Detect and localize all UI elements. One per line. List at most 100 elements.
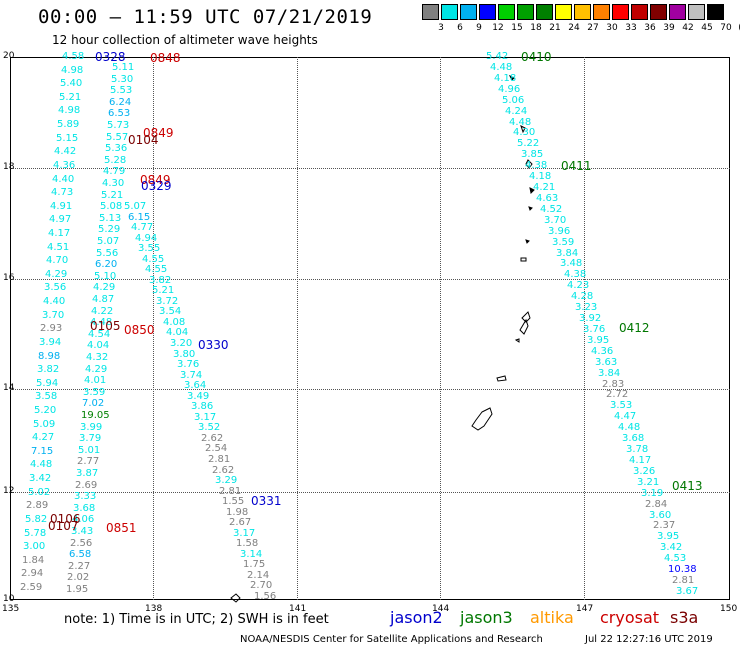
wave-height-value: 5.15 — [56, 133, 79, 144]
grid-parallel — [10, 389, 730, 390]
wave-height-value: 6.53 — [108, 108, 131, 119]
pass-time-label: 0849 — [140, 173, 171, 187]
color-scale-label: (ft) — [735, 23, 740, 33]
wave-height-value: 2.89 — [26, 500, 49, 511]
color-scale-label: 45 — [701, 23, 713, 33]
wave-height-value: 5.01 — [78, 445, 101, 456]
wave-height-value: 5.13 — [99, 213, 122, 224]
wave-height-value: 1.55 — [222, 496, 245, 507]
wave-height-value: 4.30 — [513, 127, 536, 138]
wave-height-value: 3.76 — [177, 359, 200, 370]
wave-height-value: 4.27 — [32, 432, 55, 443]
color-scale-label: 36 — [644, 23, 656, 33]
latitude-tick-label: 18 — [3, 162, 15, 172]
wave-height-value: 3.82 — [37, 364, 60, 375]
wave-height-value: 4.52 — [540, 204, 563, 215]
wave-height-value: 5.36 — [105, 143, 128, 154]
wave-height-value: 3.94 — [39, 337, 62, 348]
wave-height-value: 5.09 — [33, 419, 56, 430]
wave-height-value: 2.83 — [602, 379, 625, 390]
wave-height-value: 4.48 — [509, 117, 532, 128]
wave-height-value: 4.36 — [53, 160, 76, 171]
wave-height-value: 4.55 — [142, 254, 165, 265]
wave-height-value: 5.89 — [57, 119, 80, 130]
wave-height-value: 2.81 — [219, 486, 242, 497]
wave-height-value: 4.98 — [58, 105, 81, 116]
latitude-tick-label: 10 — [3, 594, 15, 604]
wave-height-value: 3.78 — [626, 444, 649, 455]
wave-height-value: 5.78 — [24, 528, 47, 539]
wave-height-value: 4.48 — [90, 317, 113, 328]
wave-height-value: 4.08 — [163, 317, 186, 328]
wave-height-value: 3.56 — [44, 282, 67, 293]
color-scale-label: 6 — [457, 23, 463, 33]
wave-height-value: 4.47 — [614, 411, 637, 422]
grid-parallel — [10, 168, 730, 169]
color-swatch — [555, 4, 572, 20]
wave-height-value: 3.29 — [215, 475, 238, 486]
color-swatch — [650, 4, 667, 20]
wave-height-value: 1.84 — [22, 555, 45, 566]
wave-height-value: 3.92 — [579, 313, 602, 324]
footer-note: note: 1) Time is in UTC; 2) SWH is in fe… — [64, 612, 329, 627]
longitude-tick-label: 135 — [2, 604, 20, 614]
legend-cryosat: cryosat — [600, 608, 660, 627]
wave-height-value: 5.21 — [152, 285, 175, 296]
color-scale-label: 30 — [606, 23, 618, 33]
longitude-tick-label: 138 — [145, 604, 163, 614]
wave-height-value: 4.04 — [87, 340, 110, 351]
color-scale-label: 21 — [549, 23, 561, 33]
grid-parallel — [10, 492, 730, 493]
wave-height-value: 3.67 — [676, 586, 699, 597]
wave-height-value: 2.27 — [68, 561, 91, 572]
wave-height-value: 3.17 — [233, 528, 256, 539]
wave-height-value: 1.98 — [226, 507, 249, 518]
wave-height-value: 3.70 — [42, 310, 65, 321]
wave-height-value: 5.73 — [107, 120, 130, 131]
wave-height-value: 5.07 — [124, 201, 147, 212]
legend-altika: altika — [530, 608, 574, 627]
wave-height-value: 1.56 — [254, 591, 277, 602]
pass-time-label: 0849 — [143, 126, 174, 140]
wave-height-value: 4.94 — [135, 233, 158, 244]
wave-height-value: 2.69 — [75, 480, 98, 491]
wave-height-value: 3.95 — [587, 335, 610, 346]
wave-height-value: 3.64 — [184, 380, 207, 391]
wave-height-value: 4.48 — [490, 62, 513, 73]
wave-height-value: 4.97 — [49, 214, 72, 225]
wave-height-value: 4.18 — [494, 73, 517, 84]
wave-height-value: 3.95 — [657, 531, 680, 542]
wave-height-value: 4.29 — [85, 364, 108, 375]
wave-height-value: 3.80 — [173, 349, 196, 360]
wave-height-value: 3.96 — [548, 226, 571, 237]
wave-height-value: 5.11 — [112, 62, 135, 73]
wave-height-value: 2.62 — [201, 433, 224, 444]
wave-height-value: 2.81 — [672, 575, 695, 586]
wave-height-value: 5.20 — [34, 405, 57, 416]
longitude-tick-label: 144 — [432, 604, 450, 614]
wave-height-value: 4.40 — [43, 296, 66, 307]
pass-time-label: 0330 — [198, 338, 229, 352]
wave-height-value: 19.05 — [81, 410, 110, 421]
wave-height-value: 5.22 — [517, 138, 540, 149]
color-scale-label: 27 — [587, 23, 599, 33]
wave-height-value: 4.29 — [45, 269, 68, 280]
wave-height-value: 4.58 — [62, 51, 85, 62]
wave-height-value: 3.23 — [575, 302, 598, 313]
wave-height-value: 4.51 — [47, 242, 70, 253]
wave-height-value: 5.56 — [96, 248, 119, 259]
pass-time-label: 0329 — [141, 179, 172, 193]
wave-height-value: 2.54 — [205, 443, 228, 454]
wave-height-value: 5.30 — [111, 74, 134, 85]
wave-height-value: 4.36 — [591, 346, 614, 357]
wave-height-value: 5.42 — [486, 51, 509, 62]
color-swatch — [479, 4, 496, 20]
wave-height-value: 3.33 — [74, 491, 97, 502]
wave-height-value: 2.84 — [645, 499, 668, 510]
wave-height-value: 4.98 — [61, 65, 84, 76]
wave-height-value: 3.84 — [598, 368, 621, 379]
wave-height-value: 2.81 — [208, 454, 231, 465]
wave-height-value: 3.63 — [595, 357, 618, 368]
wave-height-value: 5.21 — [101, 190, 124, 201]
wave-height-value: 4.29 — [93, 282, 116, 293]
